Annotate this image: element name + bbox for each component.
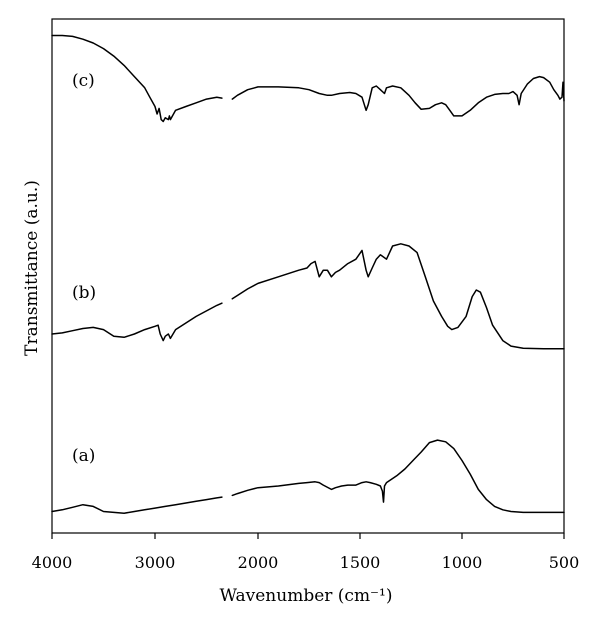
- series-b-line-1: [51, 302, 223, 342]
- series-label-b: (b): [72, 283, 96, 303]
- series-c-line-1: [51, 34, 223, 123]
- series-a-line-2: [231, 439, 565, 514]
- series-b-line-2: [231, 243, 565, 350]
- x-tick-label-1000: 1000: [442, 553, 483, 572]
- x-axis-title: Wavenumber (cm⁻¹): [220, 586, 393, 606]
- x-tick-label-2000: 2000: [238, 553, 279, 572]
- plot-frame: [51, 18, 565, 534]
- x-tick-label-3000: 3000: [135, 553, 176, 572]
- x-ticks: 4000 3000 2000 1500 1000 500: [32, 533, 580, 572]
- x-tick-label-1500: 1500: [340, 553, 381, 572]
- series-label-a: (a): [72, 446, 95, 466]
- y-axis-title: Transmittance (a.u.): [22, 180, 42, 356]
- x-tick-label-500: 500: [549, 553, 580, 572]
- spectra-traces: [51, 34, 565, 514]
- x-tick-label-4000: 4000: [32, 553, 73, 572]
- series-label-c: (c): [72, 71, 95, 91]
- series-a-line-1: [51, 496, 223, 514]
- series-c-line-2: [231, 75, 565, 117]
